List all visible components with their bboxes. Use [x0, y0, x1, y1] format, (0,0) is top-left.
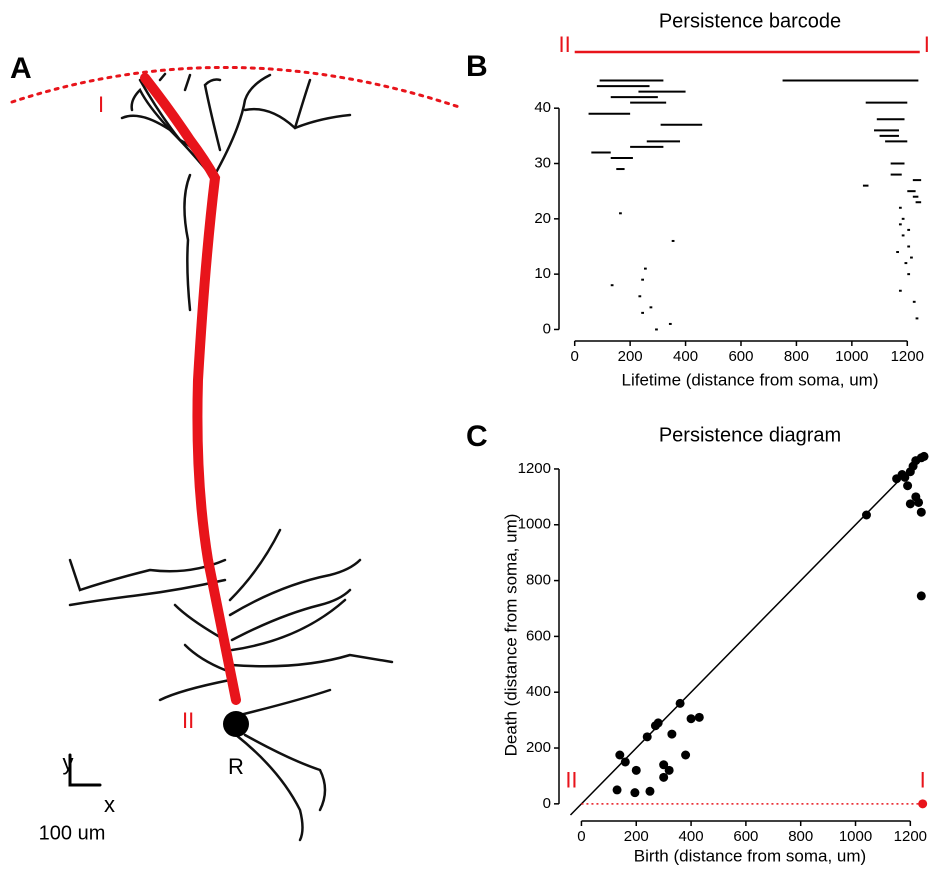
chart-title: Persistence diagram — [659, 424, 841, 446]
x-tick-label: 800 — [784, 348, 809, 365]
y-tick-label: 0 — [543, 320, 551, 337]
x-tick-label: 600 — [728, 348, 753, 365]
neuron-drawing — [10, 66, 464, 842]
point — [686, 714, 696, 724]
panel-label: B — [466, 50, 488, 83]
x-tick-label: 400 — [673, 348, 698, 365]
point — [631, 765, 641, 775]
y-tick-label: 200 — [526, 739, 551, 756]
x-tick-label: 0 — [577, 828, 585, 845]
y-tick-label: 400 — [526, 683, 551, 700]
y-tick-label: 20 — [534, 210, 551, 227]
y-tick-label: 600 — [526, 627, 551, 644]
scale-bar-label: 100 um — [39, 822, 106, 844]
point — [681, 750, 691, 760]
point — [645, 786, 655, 796]
scale-bar — [68, 753, 102, 787]
x-tick-label: 200 — [618, 348, 643, 365]
soma-label: II — [182, 708, 194, 733]
y-tick-label: 30 — [534, 154, 551, 171]
y-tick-label: 40 — [534, 99, 551, 116]
x-tick-label: 1000 — [839, 828, 872, 845]
chart-title: Persistence barcode — [659, 10, 841, 32]
root-label: R — [228, 754, 244, 779]
x-axis-label: Lifetime (distance from soma, um) — [622, 370, 879, 389]
point — [916, 591, 926, 601]
x-tick-label: 600 — [733, 828, 758, 845]
point — [905, 499, 915, 509]
y-tick-label: 10 — [534, 265, 551, 282]
point — [630, 788, 640, 798]
point — [615, 750, 625, 760]
boundary-arc — [10, 66, 464, 110]
x-tick-label: 1200 — [891, 348, 924, 365]
point — [914, 497, 924, 507]
axis-x-label: x — [104, 792, 115, 817]
y-tick-label: 0 — [543, 795, 551, 812]
x-tick-label: 1200 — [894, 828, 927, 845]
point — [659, 760, 669, 770]
point — [861, 510, 871, 520]
point — [916, 507, 926, 517]
axis-y-label: y — [63, 750, 74, 775]
x-tick-label: 800 — [788, 828, 813, 845]
soma — [223, 711, 249, 737]
y-tick-label: 1200 — [518, 460, 551, 477]
point — [694, 712, 704, 722]
highlight-label: I — [924, 32, 930, 57]
x-tick-label: 1000 — [835, 348, 868, 365]
point — [659, 772, 669, 782]
point — [653, 718, 663, 728]
apical-label: I — [98, 92, 104, 117]
point — [620, 757, 630, 767]
highlight-label: II — [558, 32, 570, 57]
baseline-label: I — [920, 768, 926, 793]
point — [919, 451, 929, 461]
baseline-point — [918, 799, 928, 809]
point — [903, 481, 913, 491]
y-tick-label: 1000 — [518, 516, 551, 533]
point — [675, 698, 685, 708]
panel-label: C — [466, 420, 488, 453]
x-tick-label: 400 — [679, 828, 704, 845]
y-axis-label: Death (distance from soma, um) — [501, 514, 520, 757]
point — [664, 765, 674, 775]
point — [900, 472, 910, 482]
y-tick-label: 800 — [526, 572, 551, 589]
x-tick-label: 0 — [571, 348, 579, 365]
panel-label: A — [10, 52, 32, 85]
point — [642, 732, 652, 742]
baseline-label: II — [565, 768, 577, 793]
x-axis-label: Birth (distance from soma, um) — [634, 846, 866, 865]
point — [667, 729, 677, 739]
x-tick-label: 200 — [624, 828, 649, 845]
point — [612, 785, 622, 795]
